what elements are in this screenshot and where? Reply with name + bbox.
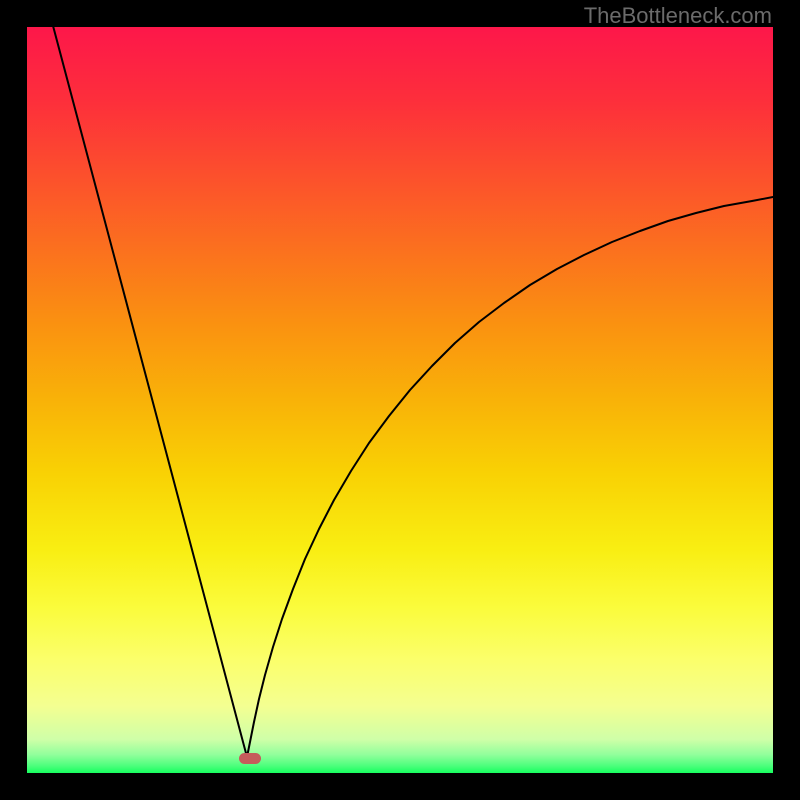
plot-area <box>27 27 773 773</box>
watermark-text: TheBottleneck.com <box>584 3 772 29</box>
curve-svg <box>27 27 773 773</box>
bottleneck-curve <box>52 27 773 757</box>
chart-container: TheBottleneck.com <box>0 0 800 800</box>
minimum-marker <box>239 753 261 764</box>
